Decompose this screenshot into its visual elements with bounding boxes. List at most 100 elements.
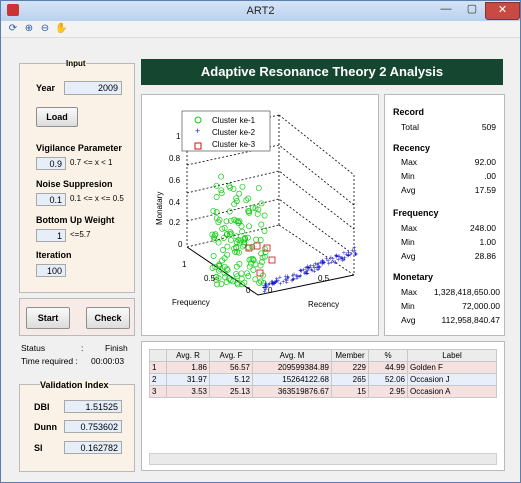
cell[interactable]: 5.12 (209, 373, 253, 386)
year-input[interactable]: 2009 (64, 81, 122, 95)
bottom-up-weight-input[interactable]: 1 (36, 229, 66, 242)
dunn-value[interactable]: 0.753602 (64, 420, 122, 433)
vigilance-hint: 0.7 <= x < 1 (70, 158, 113, 167)
cell[interactable]: 31.97 (166, 373, 210, 386)
cluster-1-point (225, 275, 232, 282)
cluster-2-point: + (262, 289, 266, 296)
monetary-title: Monetary (393, 272, 434, 282)
iteration-input[interactable]: 100 (36, 264, 66, 277)
cluster-1-point (236, 261, 243, 267)
cell[interactable]: 15 (331, 385, 369, 398)
cluster-1-point (210, 234, 217, 241)
cluster-1-point (241, 279, 248, 286)
col-header-avg-r[interactable]: Avg. R (166, 349, 210, 362)
recency-avg: 17.59 (474, 185, 496, 195)
z-tick-0.2: 0.2 (169, 218, 181, 227)
horizontal-scrollbar[interactable] (149, 453, 497, 465)
col-header[interactable] (149, 349, 167, 362)
rec-tick-0.5: 0.5 (318, 274, 330, 283)
zoom-in-icon[interactable]: ⊕ (24, 23, 34, 34)
cell[interactable]: 3.53 (166, 385, 210, 398)
title-bar: ART2 — ▢ ✕ (1, 1, 520, 21)
cluster-1-point (239, 183, 246, 190)
cluster-2-point: + (304, 269, 308, 276)
cluster-2-point: + (321, 259, 325, 266)
maximize-button[interactable]: ▢ (466, 3, 478, 15)
load-button[interactable]: Load (36, 107, 78, 127)
col-header-avg-f[interactable]: Avg. F (209, 349, 253, 362)
cluster-2-point: + (264, 283, 268, 290)
cell[interactable]: 25.13 (209, 385, 253, 398)
col-header-label[interactable]: Label (407, 349, 497, 362)
cluster-2-point: + (316, 264, 320, 271)
cluster-2-point: + (329, 254, 333, 261)
freq-tick-0.5: 0.5 (204, 274, 216, 283)
vigilance-label: Vigilance Parameter (36, 143, 122, 153)
minimize-button[interactable]: — (440, 3, 452, 15)
rotate-icon[interactable]: ⟳ (8, 23, 18, 34)
cluster-3-point (268, 256, 276, 264)
pan-icon[interactable]: ✋ (55, 23, 68, 34)
cell[interactable]: 363519876.67 (252, 385, 332, 398)
cluster-2-point: + (278, 275, 282, 282)
table-row[interactable]: 3 3.53 25.13 363519876.67 15 2.95 Occasi… (149, 385, 497, 398)
col-header-member[interactable]: Member (331, 349, 369, 362)
cluster-1-point (234, 249, 241, 256)
recency-min: .00 (484, 171, 496, 181)
cluster-1-point (243, 270, 250, 277)
cell[interactable]: Occasion J (407, 373, 497, 386)
cluster-2-point: + (341, 256, 345, 263)
cell[interactable]: 2.95 (368, 385, 408, 398)
cell[interactable]: 15264122.68 (252, 373, 332, 386)
noise-input[interactable]: 0.1 (36, 193, 66, 206)
legend-marker-3 (194, 142, 202, 150)
cell[interactable]: 265 (331, 373, 369, 386)
cluster-3-point (256, 269, 264, 277)
dunn-label: Dunn (34, 422, 57, 432)
cluster-2-point: + (300, 268, 304, 275)
close-button[interactable]: ✕ (485, 2, 520, 20)
cell[interactable]: 209599384.89 (252, 361, 332, 374)
cell[interactable]: Occasion A (407, 385, 497, 398)
cell[interactable]: 52.06 (368, 373, 408, 386)
cluster-2-point: + (335, 253, 339, 260)
cluster-1-point (231, 245, 238, 252)
cell[interactable]: 1.86 (166, 361, 210, 374)
cluster-2-point: + (262, 285, 266, 292)
cluster-2-point: + (322, 260, 326, 267)
tick-labels: 1 0.8 0.6 0.4 0.2 0 1 0.5 0 0 0.5 Monata… (155, 132, 339, 309)
table-row[interactable]: 1 1.86 56.57 209599384.89 229 44.99 Gold… (149, 361, 497, 374)
cell[interactable]: Golden F (407, 361, 497, 374)
cluster-2-point: + (284, 277, 288, 284)
vigilance-input[interactable]: 0.9 (36, 157, 66, 170)
cell[interactable]: 56.57 (209, 361, 253, 374)
dbi-value[interactable]: 1.51525 (64, 400, 122, 413)
si-label: SI (34, 443, 43, 453)
check-button[interactable]: Check (86, 307, 130, 329)
cluster-2-point: + (272, 281, 276, 288)
cluster-2-point: + (320, 259, 324, 266)
cell[interactable]: 229 (331, 361, 369, 374)
cluster-2-point: + (285, 278, 289, 285)
cluster-2-point: + (270, 280, 274, 287)
cell[interactable]: 44.99 (368, 361, 408, 374)
z-tick-0.8: 0.8 (169, 154, 181, 163)
start-button[interactable]: Start (26, 307, 70, 329)
cluster-1-point (255, 185, 262, 192)
cluster-1-point (218, 281, 225, 287)
col-header-avg-m[interactable]: Avg. M (252, 349, 332, 362)
col-header-percent[interactable]: % (368, 349, 408, 362)
validation-title: Validation Index (40, 380, 109, 390)
input-panel: Input Year 2009 Load Vigilance Parameter… (19, 59, 135, 293)
cluster-2-point: + (306, 270, 310, 277)
cluster-1-point (248, 256, 255, 263)
table-row[interactable]: 2 31.97 5.12 15264122.68 265 52.06 Occas… (149, 373, 497, 386)
cluster-2-point: + (348, 252, 352, 259)
cluster-1-point (221, 263, 228, 270)
cluster-2-point: + (298, 267, 302, 274)
freq-tick-1: 1 (182, 260, 187, 269)
zoom-out-icon[interactable]: ⊖ (40, 23, 50, 34)
si-value[interactable]: 0.162782 (64, 441, 122, 454)
cluster-2-point: + (295, 274, 299, 281)
cluster-1-point (209, 265, 216, 271)
